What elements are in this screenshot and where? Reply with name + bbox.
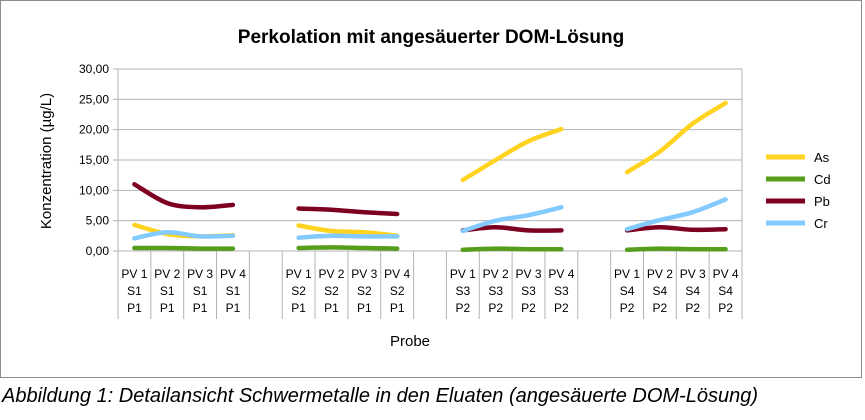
x-tick-label: S4 xyxy=(685,284,700,298)
x-tick-label: S1 xyxy=(127,284,142,298)
y-tick-label: 0,00 xyxy=(86,244,110,258)
legend: As Cd Pb Cr xyxy=(766,150,831,231)
x-tick-label: P2 xyxy=(653,301,668,315)
x-tick-label: P2 xyxy=(521,301,536,315)
series-line-cr-group-3 xyxy=(460,205,564,234)
series-lines xyxy=(132,100,728,253)
x-tick-label: PV 2 xyxy=(647,267,673,281)
x-tick-label: P2 xyxy=(620,301,635,315)
series-line-cr-group-4 xyxy=(624,197,728,232)
x-tick-label: PV 1 xyxy=(450,267,476,281)
x-tick-label: S2 xyxy=(390,284,405,298)
x-tick-label: S2 xyxy=(291,284,306,298)
y-tick-label: 15,00 xyxy=(79,153,109,167)
x-tick-label: PV 3 xyxy=(187,267,213,281)
x-tick-label: PV 2 xyxy=(154,267,180,281)
x-tick-label: P2 xyxy=(488,301,503,315)
series-line-pb-group-3 xyxy=(460,225,564,233)
x-tick-label: S3 xyxy=(521,284,536,298)
y-tick-label: 5,00 xyxy=(86,214,110,228)
x-tick-label: PV 4 xyxy=(713,267,739,281)
x-tick-label: S4 xyxy=(718,284,733,298)
legend-label-pb: Pb xyxy=(814,194,830,209)
y-axis-label: Konzentration (µg/L) xyxy=(38,93,55,229)
y-tick-label: 30,00 xyxy=(79,62,109,76)
figure-caption: Abbildung 1: Detailansicht Schwermetalle… xyxy=(2,385,758,407)
legend-label-as: As xyxy=(814,150,830,165)
series-line-cd-group-1 xyxy=(132,245,236,251)
x-tick-label: S4 xyxy=(653,284,668,298)
x-tick-label: P1 xyxy=(291,301,306,315)
x-tick-label: PV 2 xyxy=(318,267,344,281)
x-tick-label: P1 xyxy=(160,301,175,315)
x-tick-label: S3 xyxy=(455,284,470,298)
series-line-pb-group-2 xyxy=(296,206,400,217)
grid-lines xyxy=(118,68,742,252)
x-tick-label: P1 xyxy=(193,301,208,315)
x-tick-label: P1 xyxy=(357,301,372,315)
x-tick-label: PV 4 xyxy=(220,267,246,281)
series-line-pb-group-1 xyxy=(132,182,236,210)
x-axis-label: Probe xyxy=(390,333,430,350)
x-tick-label: S2 xyxy=(324,284,339,298)
x-tick-label: PV 1 xyxy=(121,267,147,281)
series-line-cd-group-3 xyxy=(460,246,564,253)
y-tick-label: 20,00 xyxy=(79,123,109,137)
legend-label-cr: Cr xyxy=(814,216,828,231)
x-tick-label: PV 1 xyxy=(286,267,312,281)
x-tick-label: S1 xyxy=(160,284,175,298)
x-tick-label: PV 3 xyxy=(516,267,542,281)
x-tick-label: PV 4 xyxy=(384,267,410,281)
x-tick-label: PV 3 xyxy=(351,267,377,281)
chart-svg: Perkolation mit angesäuerter DOM-Lösung … xyxy=(38,27,831,350)
y-axis: 0,00 5,00 10,00 15,00 20,00 25,00 30,00 xyxy=(79,62,743,258)
series-line-cd-group-2 xyxy=(296,245,400,251)
y-tick-label: 25,00 xyxy=(79,92,109,106)
x-tick-label: P1 xyxy=(390,301,405,315)
x-tick-label: S3 xyxy=(554,284,569,298)
x-tick-label: PV 3 xyxy=(680,267,706,281)
x-tick-label: PV 1 xyxy=(614,267,640,281)
x-tick-label: S4 xyxy=(620,284,635,298)
x-tick-label: PV 4 xyxy=(548,267,574,281)
y-tick-label: 10,00 xyxy=(79,183,109,197)
x-tick-label: P1 xyxy=(127,301,142,315)
x-tick-label: S1 xyxy=(193,284,208,298)
x-tick-label: PV 2 xyxy=(483,267,509,281)
x-tick-label: P2 xyxy=(554,301,569,315)
x-axis: PV 1 S1 P1 PV 2 S1 P1 PV 3 S1 P1 PV 4 S1 P1 PV 1 S2 P1… xyxy=(117,250,743,319)
series-line-as-group-2 xyxy=(296,223,400,239)
chart-title: Perkolation mit angesäuerter DOM-Lösung xyxy=(238,27,624,48)
x-tick-label: P2 xyxy=(685,301,700,315)
x-tick-label: P1 xyxy=(226,301,241,315)
series-line-cr-group-1 xyxy=(132,229,236,241)
series-line-as-group-3 xyxy=(460,126,564,183)
chart-frame: Perkolation mit angesäuerter DOM-Lösung … xyxy=(0,0,862,378)
x-tick-label: S2 xyxy=(357,284,372,298)
x-tick-label: P2 xyxy=(718,301,733,315)
legend-label-cd: Cd xyxy=(814,172,831,187)
series-line-cr-group-2 xyxy=(296,233,400,240)
series-line-as-group-4 xyxy=(624,100,728,175)
x-tick-label: P2 xyxy=(455,301,470,315)
x-tick-label: P1 xyxy=(324,301,339,315)
x-tick-label: S3 xyxy=(488,284,503,298)
series-line-cd-group-4 xyxy=(624,246,728,253)
x-tick-label: S1 xyxy=(226,284,241,298)
series-line-pb-group-4 xyxy=(624,225,728,233)
